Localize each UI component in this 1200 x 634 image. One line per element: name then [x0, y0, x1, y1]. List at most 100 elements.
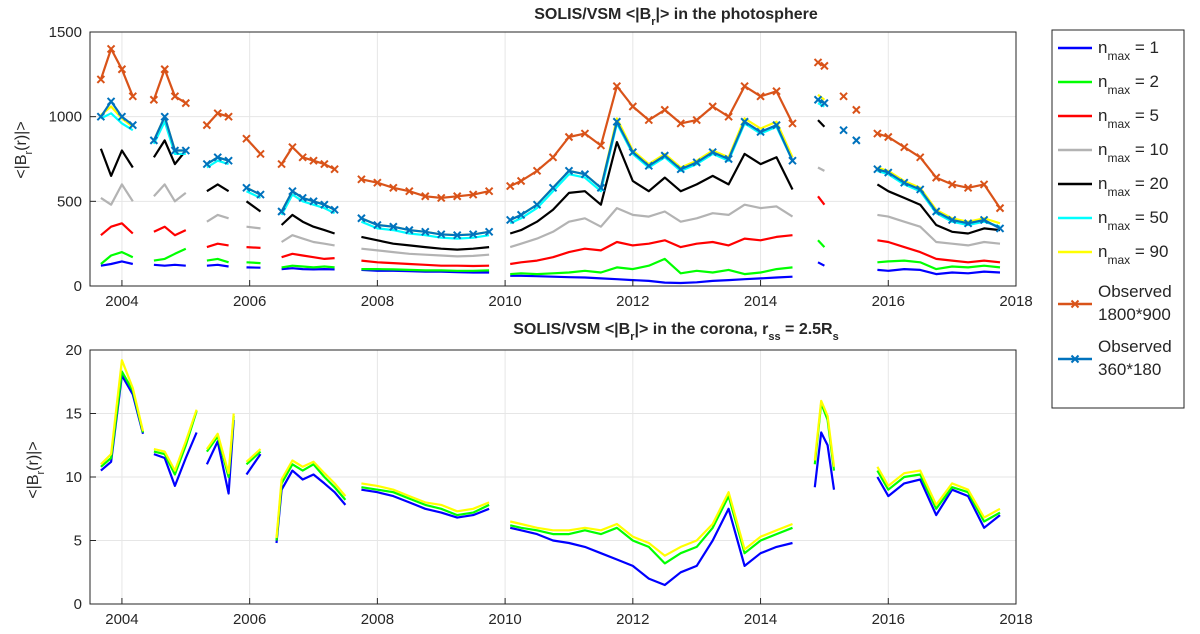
data-point-marker — [170, 146, 180, 155]
series-line — [876, 476, 1001, 529]
marker-stroke — [288, 186, 297, 196]
data-point-marker — [213, 153, 222, 162]
series-line — [817, 119, 826, 128]
legend-entry: Observed 1800*900 — [1058, 282, 1172, 324]
x-tick-label: 2016 — [872, 293, 905, 310]
series-line — [100, 359, 145, 466]
series-line — [246, 225, 261, 230]
series-line — [509, 203, 794, 249]
data-point-marker — [320, 159, 329, 169]
marker-stroke — [873, 164, 882, 174]
data-point-marker — [357, 175, 366, 184]
marker-stroke — [852, 105, 861, 115]
series-observed-360-180 — [96, 95, 1005, 240]
series-line — [361, 488, 490, 519]
legend-label-base: n — [1098, 140, 1107, 159]
series-line — [275, 459, 347, 539]
marker-stroke — [405, 225, 414, 235]
marker-stroke — [452, 192, 462, 201]
series-n-max-20 — [99, 119, 1001, 251]
legend-label: nmax = 5 — [1098, 106, 1159, 131]
marker-stroke — [452, 230, 462, 240]
marker-stroke — [813, 95, 823, 104]
data-point-marker — [644, 161, 654, 170]
marker-stroke — [772, 87, 781, 96]
data-point-marker — [506, 181, 515, 191]
series-line — [509, 507, 793, 587]
series-line — [100, 112, 134, 132]
series-line — [153, 247, 187, 262]
marker-stroke — [117, 65, 127, 74]
data-point-marker — [963, 219, 973, 228]
data-point-marker — [181, 146, 191, 155]
data-point-marker — [452, 230, 462, 240]
marker-stroke — [389, 183, 398, 192]
data-point-marker — [405, 186, 414, 196]
marker-stroke — [128, 92, 137, 101]
data-point-marker — [676, 164, 685, 174]
data-point-marker — [160, 112, 169, 121]
series-line — [817, 239, 826, 248]
marker-stroke — [900, 142, 909, 152]
legend-label-rest: = 10 — [1130, 140, 1168, 159]
marker-stroke — [644, 161, 654, 170]
series-line — [206, 183, 230, 193]
y-tick-label: 0 — [74, 596, 82, 613]
marker-stroke — [298, 193, 307, 203]
series-n-max-1 — [100, 374, 1001, 587]
marker-stroke — [900, 178, 909, 187]
marker-stroke — [839, 92, 848, 101]
data-point-marker — [660, 151, 669, 160]
data-point-marker — [288, 186, 297, 196]
legend-label-sub: max — [1107, 151, 1130, 165]
legend-label-base: n — [1098, 242, 1107, 261]
data-point-marker — [813, 58, 823, 67]
data-point-marker — [596, 183, 606, 192]
data-point-marker — [106, 44, 116, 54]
series-line — [100, 183, 134, 206]
legend-swatch-marker — [1070, 299, 1080, 309]
series-line — [877, 259, 1001, 271]
series-line — [361, 235, 490, 251]
panel-photosphere-axes-box — [89, 31, 1017, 287]
legend-label: nmax = 90 — [1098, 242, 1168, 267]
data-point-marker — [421, 227, 430, 237]
legend-label-base: n — [1098, 38, 1107, 57]
marker-stroke — [548, 153, 558, 162]
data-point-marker — [947, 215, 957, 225]
marker-stroke — [373, 220, 382, 230]
marker-stroke — [484, 186, 494, 196]
marker-stroke — [852, 136, 861, 145]
data-point-marker — [242, 183, 251, 192]
x-tick-label: 2016 — [872, 611, 905, 628]
data-point-marker — [548, 183, 558, 192]
data-point-marker — [915, 185, 925, 194]
series-line — [877, 169, 1001, 228]
marker-stroke — [181, 146, 191, 155]
marker-stroke — [979, 180, 989, 189]
data-point-marker — [772, 87, 781, 96]
series-line — [275, 469, 347, 544]
data-point-marker — [995, 224, 1005, 233]
series-line — [813, 431, 836, 490]
data-point-marker — [320, 200, 329, 209]
y-tick-label: 1500 — [49, 24, 82, 41]
marker-stroke — [660, 151, 669, 160]
data-point-marker — [149, 136, 159, 145]
marker-stroke — [548, 183, 558, 192]
marker-stroke — [979, 215, 989, 225]
legend-swatch-marker — [1070, 354, 1080, 364]
legend-label-rest: = 20 — [1130, 174, 1168, 193]
data-point-marker — [532, 166, 542, 176]
panel-corona-series — [100, 359, 1001, 587]
marker-stroke — [506, 181, 515, 191]
marker-stroke — [96, 112, 106, 121]
marker-stroke — [995, 203, 1005, 213]
series-line — [152, 68, 187, 105]
series-line — [509, 141, 794, 235]
marker-stroke — [839, 126, 848, 135]
x-tick-label: 2012 — [616, 611, 649, 628]
series-line — [281, 252, 335, 260]
panel-corona-ylabel: <|Br(r)|> — [25, 441, 47, 498]
